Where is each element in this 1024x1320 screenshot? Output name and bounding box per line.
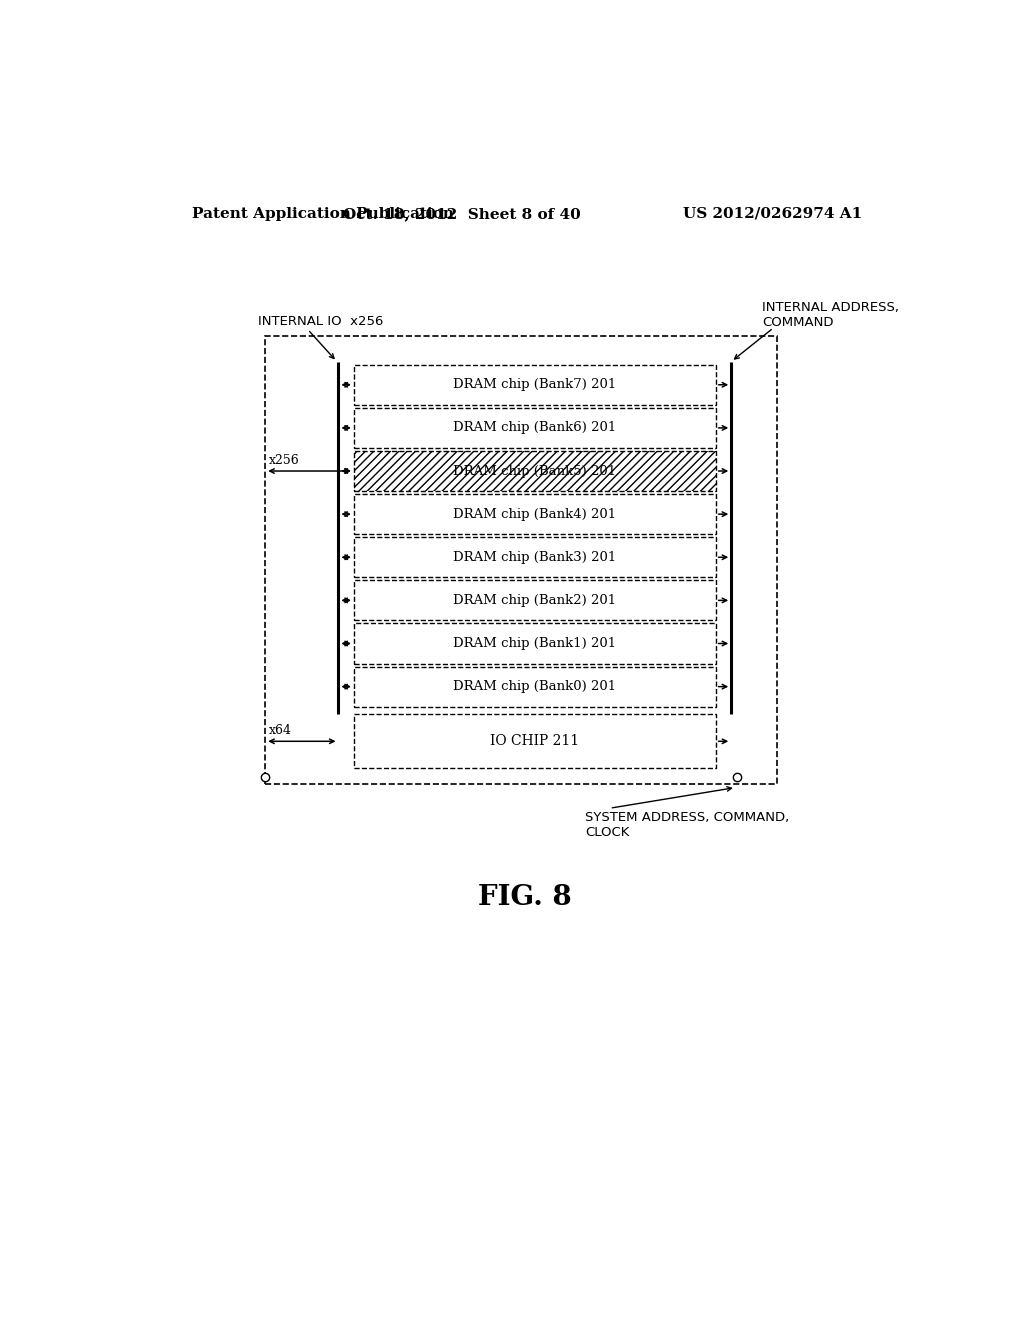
Text: Oct. 18, 2012  Sheet 8 of 40: Oct. 18, 2012 Sheet 8 of 40 xyxy=(343,207,581,220)
Text: DRAM chip (Bank7) 201: DRAM chip (Bank7) 201 xyxy=(454,379,616,391)
Text: DRAM chip (Bank1) 201: DRAM chip (Bank1) 201 xyxy=(454,638,616,649)
Text: IO CHIP 211: IO CHIP 211 xyxy=(490,734,580,748)
Text: x64: x64 xyxy=(268,723,292,737)
Text: DRAM chip (Bank5) 201: DRAM chip (Bank5) 201 xyxy=(454,465,616,478)
Bar xyxy=(354,451,716,491)
Text: INTERNAL IO  x256: INTERNAL IO x256 xyxy=(258,314,383,327)
Bar xyxy=(354,667,716,706)
Text: DRAM chip (Bank2) 201: DRAM chip (Bank2) 201 xyxy=(454,594,616,607)
Text: DRAM chip (Bank0) 201: DRAM chip (Bank0) 201 xyxy=(454,680,616,693)
Text: FIG. 8: FIG. 8 xyxy=(478,884,571,911)
Bar xyxy=(354,408,716,447)
Text: INTERNAL ADDRESS,
COMMAND: INTERNAL ADDRESS, COMMAND xyxy=(762,301,899,329)
Text: Patent Application Publication: Patent Application Publication xyxy=(193,207,455,220)
Bar xyxy=(354,537,716,577)
Bar xyxy=(354,494,716,535)
Text: DRAM chip (Bank3) 201: DRAM chip (Bank3) 201 xyxy=(454,550,616,564)
Text: DRAM chip (Bank4) 201: DRAM chip (Bank4) 201 xyxy=(454,508,616,520)
Bar xyxy=(354,364,716,405)
Text: x256: x256 xyxy=(268,454,299,467)
Bar xyxy=(354,451,716,491)
Bar xyxy=(354,623,716,664)
Text: DRAM chip (Bank6) 201: DRAM chip (Bank6) 201 xyxy=(454,421,616,434)
Bar xyxy=(265,335,777,784)
Text: US 2012/0262974 A1: US 2012/0262974 A1 xyxy=(683,207,862,220)
Bar xyxy=(354,451,716,491)
Bar xyxy=(354,714,716,768)
Text: SYSTEM ADDRESS, COMMAND,
CLOCK: SYSTEM ADDRESS, COMMAND, CLOCK xyxy=(585,810,790,838)
Bar xyxy=(354,581,716,620)
